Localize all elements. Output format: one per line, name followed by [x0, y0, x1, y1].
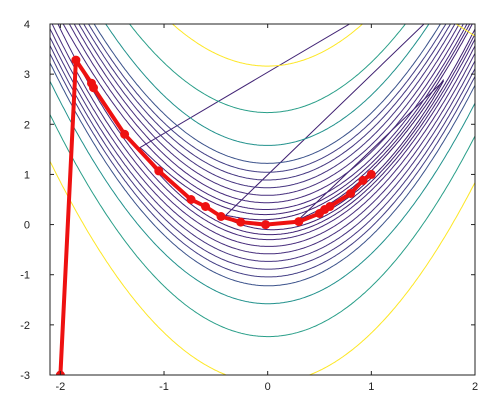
contour-line-9-upper: [93, 24, 441, 164]
plot-frame: [49, 23, 476, 376]
x-tick-label: 2: [472, 381, 478, 393]
y-tick-label: 0: [24, 220, 30, 232]
y-tick-label: -1: [20, 270, 30, 282]
path-point-8: [216, 212, 226, 221]
contour-line-1-lower: [225, 24, 475, 231]
contour-line-2-upper: [139, 24, 471, 216]
contour-line-4-upper: [68, 24, 464, 204]
contour-line-1-upper: [225, 24, 473, 221]
contour-line-2-lower: [139, 24, 475, 236]
contour-line-3-lower: [57, 24, 475, 241]
contour-line-11-lower: [50, 113, 475, 338]
contour-line-5-upper: [73, 24, 460, 196]
path-point-6: [186, 195, 196, 204]
path-point-9: [236, 217, 246, 227]
x-tick-label: -1: [159, 381, 169, 393]
path-point-16: [358, 175, 368, 185]
contour-line-7-upper: [83, 24, 452, 181]
contour-line-8-upper: [87, 24, 447, 173]
contour-line-8-lower: [50, 52, 475, 278]
contour-line-3-upper: [62, 24, 468, 210]
y-tick-label: 3: [24, 69, 30, 81]
x-tick-label: 1: [368, 381, 374, 393]
contour-line-12-lower: [50, 24, 475, 375]
axes: -2 -1 0 1 2 -3 -2 -1 0 1 2 3 4: [20, 19, 478, 393]
path-point-4: [120, 129, 130, 139]
y-tick-label: 1: [24, 169, 30, 181]
contour-line-5-lower: [50, 27, 475, 255]
path-point-3: [89, 83, 98, 93]
contour-line-6-lower: [50, 36, 475, 262]
path-point-14: [325, 202, 335, 211]
optimization-path: [55, 55, 376, 375]
path-point-1: [71, 55, 81, 65]
contour-line-11-upper: [128, 24, 407, 114]
path-point-11: [294, 217, 304, 227]
contour-line-10-lower: [50, 80, 475, 305]
path-line-0: [58, 58, 373, 375]
path-point-10: [261, 220, 271, 230]
contour-line-9-lower: [50, 61, 475, 287]
contour-line-7-lower: [50, 44, 475, 270]
contour-line-4-lower: [51, 24, 475, 247]
x-tick-label: -2: [55, 381, 65, 393]
contour-line-12-upper: [171, 24, 364, 67]
path-point-17: [366, 169, 376, 179]
x-tick-label: 0: [265, 381, 271, 393]
path-point-15: [346, 189, 356, 198]
y-tick-label: 4: [24, 19, 30, 31]
contour-line-10-upper: [105, 24, 430, 146]
path-point-5: [154, 166, 164, 176]
path-point-7: [201, 202, 210, 211]
y-tick-label: 2: [24, 119, 30, 131]
y-tick-label: -2: [20, 320, 30, 332]
contour-lines: [50, 24, 475, 375]
y-tick-label: -3: [20, 370, 30, 382]
contour-line-6-upper: [78, 24, 456, 189]
